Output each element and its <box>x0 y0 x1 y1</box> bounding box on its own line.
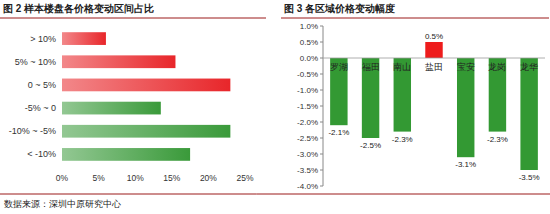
data-label: -2.5% <box>360 141 381 150</box>
tick-label: 0% <box>56 173 69 183</box>
data-label: 0.5% <box>425 32 443 41</box>
tick <box>320 74 323 75</box>
chart-left: 图 2 样本楼盘各价格变动区间占比 > 10% 5% ~ 10% 0 ~ 5% -5% … <box>0 3 266 183</box>
category-label: 福田 <box>362 62 380 72</box>
tick <box>320 186 323 187</box>
tick <box>320 90 323 91</box>
tick-label: 15% <box>163 173 180 183</box>
bar <box>62 125 230 138</box>
data-label: -2.1% <box>328 128 349 137</box>
tick-label: -3.5% <box>297 166 318 175</box>
tick <box>320 170 323 171</box>
tick-label: 10% <box>127 173 144 183</box>
tick-label: 5% <box>92 173 105 183</box>
category-label: 5% ~ 10% <box>15 57 56 67</box>
category-label: -5% ~ 0 <box>25 103 56 113</box>
chart-right: 图 3 各区域价格变动幅度 1.0% 0.5% 0.0% -0.5% -1.0% -1.5%… <box>281 3 549 191</box>
footer-rule <box>0 194 550 195</box>
category-label: 宝安 <box>457 62 475 72</box>
tick-label: -1.5% <box>297 102 318 111</box>
source: 数据来源：深圳中原研究中心 <box>4 199 121 209</box>
tick-label: -2.0% <box>297 118 318 127</box>
bar <box>457 58 474 157</box>
data-label: -3.1% <box>455 160 476 169</box>
tick <box>320 122 323 123</box>
title: 图 2 样本楼盘各价格变动区间占比 <box>3 3 154 14</box>
bar <box>62 148 190 161</box>
tick-label: -4.0% <box>297 182 318 191</box>
tick <box>320 138 323 139</box>
bar <box>394 58 411 132</box>
title-rule <box>0 18 266 19</box>
bar <box>362 58 379 138</box>
tick-label: 20% <box>200 173 217 183</box>
category-label: 0 ~ 5% <box>28 80 56 90</box>
tick <box>320 26 323 27</box>
tick-label: -2.5% <box>297 134 318 143</box>
figure: 图 2 样本楼盘各价格变动区间占比 > 10% 5% ~ 10% 0 ~ 5% -5% … <box>0 0 550 214</box>
bar <box>489 58 506 132</box>
tick-label: -3.0% <box>297 150 318 159</box>
zero-axis <box>323 58 545 59</box>
tick <box>320 58 323 59</box>
category-label: 龙华 <box>520 62 538 72</box>
tick-label: 25% <box>236 173 253 183</box>
bar <box>62 55 175 68</box>
bars <box>330 42 538 170</box>
bar <box>62 32 106 45</box>
tick <box>320 106 323 107</box>
data-label: -3.5% <box>519 173 540 182</box>
tick-label: 0.5% <box>300 38 318 47</box>
data-label: -2.3% <box>487 135 508 144</box>
bar <box>62 79 230 92</box>
tick-label: -1.0% <box>297 86 318 95</box>
labels: 罗湖 -2.1% 福田 -2.5% 南山 -2.3% 盐田 0.5% 宝安 -3.1% 龙岗 -2.3… <box>328 32 539 182</box>
tick <box>320 154 323 155</box>
bar <box>62 102 161 115</box>
category-label: -10% ~ -5% <box>9 126 56 136</box>
bars <box>62 32 230 161</box>
title-rule <box>281 18 549 19</box>
bar <box>425 42 442 58</box>
category-label: 南山 <box>393 62 411 72</box>
tick-label: 1.0% <box>300 22 318 31</box>
tick-label: 0.0% <box>300 54 318 63</box>
category-label: 盐田 <box>425 62 443 72</box>
bar <box>520 58 537 170</box>
bar <box>330 58 347 125</box>
category-label: 罗湖 <box>330 62 348 72</box>
title: 图 3 各区域价格变动幅度 <box>284 3 395 14</box>
category-label: < -10% <box>27 149 56 159</box>
tick <box>320 42 323 43</box>
category-label: 龙岗 <box>488 62 506 72</box>
data-label: -2.3% <box>392 135 413 144</box>
category-label: > 10% <box>30 34 56 44</box>
tick-label: -0.5% <box>297 70 318 79</box>
